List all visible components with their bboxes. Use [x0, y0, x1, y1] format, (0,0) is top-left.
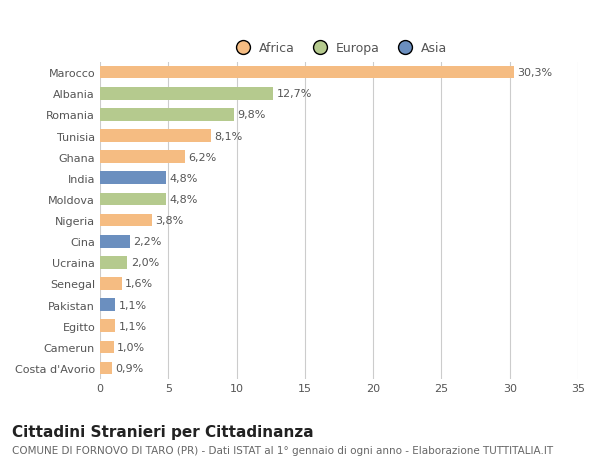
Text: 0,9%: 0,9%: [116, 363, 144, 373]
Bar: [100, 341, 113, 353]
Legend: Africa, Europa, Asia: Africa, Europa, Asia: [226, 37, 452, 60]
Text: 30,3%: 30,3%: [517, 68, 553, 78]
Text: 6,2%: 6,2%: [188, 152, 217, 162]
Bar: [100, 299, 115, 311]
Text: COMUNE DI FORNOVO DI TARO (PR) - Dati ISTAT al 1° gennaio di ogni anno - Elabora: COMUNE DI FORNOVO DI TARO (PR) - Dati IS…: [12, 445, 553, 455]
Text: 1,0%: 1,0%: [117, 342, 145, 352]
Text: 9,8%: 9,8%: [237, 110, 266, 120]
Bar: [100, 235, 130, 248]
Bar: [100, 319, 115, 332]
Bar: [100, 67, 514, 79]
Bar: [100, 278, 122, 290]
Text: Cittadini Stranieri per Cittadinanza: Cittadini Stranieri per Cittadinanza: [12, 425, 314, 440]
Text: 12,7%: 12,7%: [277, 89, 312, 99]
Bar: [100, 109, 234, 122]
Bar: [100, 257, 127, 269]
Text: 2,0%: 2,0%: [131, 258, 159, 268]
Text: 1,1%: 1,1%: [118, 300, 146, 310]
Bar: [100, 193, 166, 206]
Text: 4,8%: 4,8%: [169, 195, 197, 204]
Bar: [100, 172, 166, 185]
Bar: [100, 151, 185, 164]
Text: 3,8%: 3,8%: [155, 216, 184, 225]
Text: 4,8%: 4,8%: [169, 174, 197, 184]
Text: 1,6%: 1,6%: [125, 279, 154, 289]
Text: 2,2%: 2,2%: [133, 237, 162, 246]
Bar: [100, 362, 112, 375]
Bar: [100, 214, 152, 227]
Text: 1,1%: 1,1%: [118, 321, 146, 331]
Bar: [100, 88, 274, 101]
Text: 8,1%: 8,1%: [214, 131, 242, 141]
Bar: [100, 130, 211, 143]
